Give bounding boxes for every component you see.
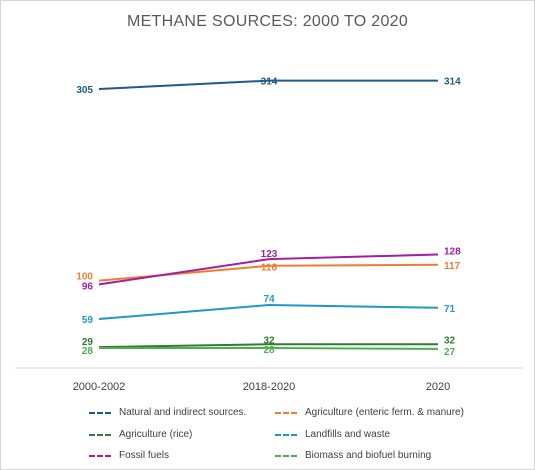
data-label: 28 xyxy=(263,345,275,356)
series-line xyxy=(98,303,439,321)
legend-swatch xyxy=(89,455,111,457)
legend-label: Agriculture (rice) xyxy=(119,429,193,440)
series-line xyxy=(98,343,438,349)
data-label: 59 xyxy=(82,315,94,326)
data-label: 28 xyxy=(82,346,94,357)
data-label: 32 xyxy=(444,335,456,346)
legend-label: Agriculture (enteric ferm. & manure) xyxy=(305,407,464,418)
data-label: 32 xyxy=(263,335,275,346)
legend-swatch xyxy=(89,434,111,436)
data-label: 27 xyxy=(444,347,456,358)
data-label: 305 xyxy=(76,85,93,96)
data-label: 100 xyxy=(76,272,93,283)
legend-swatch xyxy=(89,412,111,414)
x-tick-label: 2020 xyxy=(426,381,450,393)
x-tick-label: 2018-2020 xyxy=(243,381,296,393)
data-label: 74 xyxy=(263,294,275,305)
data-label: 96 xyxy=(82,281,94,292)
x-tick-label: 2000-2002 xyxy=(73,381,126,393)
data-label: 116 xyxy=(261,263,278,274)
data-label: 117 xyxy=(444,261,461,272)
series-line xyxy=(98,253,439,286)
data-label: 123 xyxy=(261,249,278,260)
legend-label: Natural and indirect sources. xyxy=(119,407,247,418)
chart-title: METHANE SOURCES: 2000 TO 2020 xyxy=(126,13,409,30)
legend-swatch xyxy=(275,412,297,414)
series-line xyxy=(98,79,438,90)
data-label: 314 xyxy=(444,77,461,88)
data-label: 128 xyxy=(444,246,461,257)
legend-label: Landfills and waste xyxy=(305,429,391,440)
legend-label: Biomass and biofuel burning xyxy=(305,450,432,461)
legend-swatch xyxy=(275,434,297,436)
data-label: 29 xyxy=(82,337,94,348)
data-label: 71 xyxy=(444,304,456,315)
legend-label: Fossil fuels xyxy=(119,450,170,461)
series-line xyxy=(99,347,439,350)
data-label: 314 xyxy=(261,77,278,88)
legend-swatch xyxy=(275,455,297,457)
